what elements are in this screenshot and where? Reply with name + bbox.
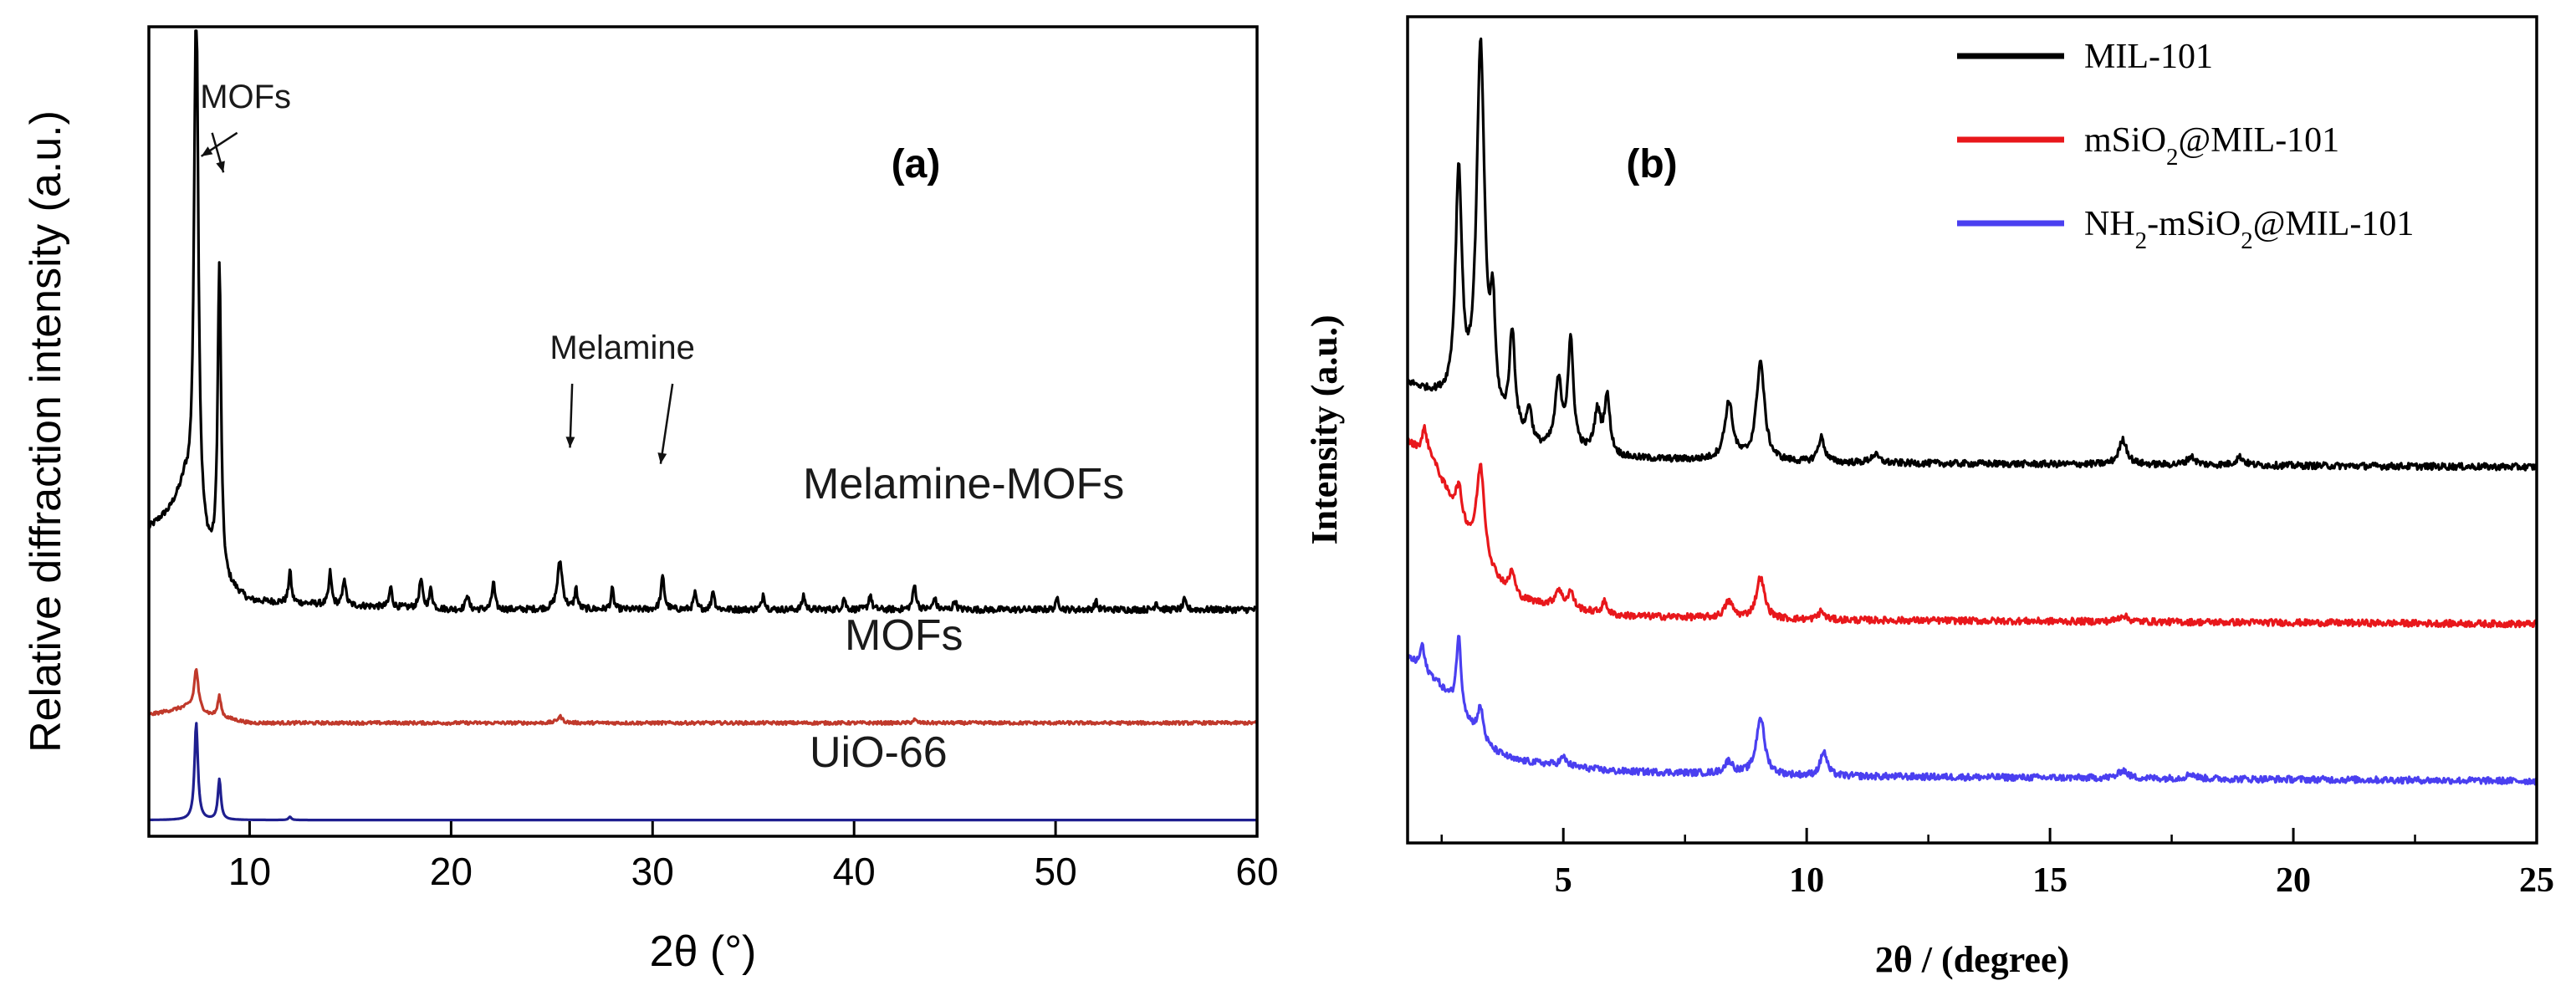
arrowhead — [657, 452, 667, 464]
arrowhead — [216, 161, 225, 173]
legend-label: MIL-101 — [2084, 38, 2213, 76]
curve-label: MOFs — [845, 611, 963, 660]
x-tick-label: 25 — [2519, 861, 2554, 900]
x-axis-label: 2θ / (degree) — [1875, 939, 2069, 980]
series-line-uio-66 — [148, 722, 1258, 822]
plot-frame — [147, 25, 1259, 838]
curve-label: UiO-66 — [810, 728, 948, 777]
panel-a: 10 20 30 40 50 60 2θ (°) Relative diffraction i… — [22, 25, 1279, 976]
x-tick-label: 40 — [833, 850, 876, 893]
panel-label: (a) — [892, 142, 941, 186]
annotation-arrow — [659, 383, 674, 464]
x-tick-label: 10 — [228, 850, 271, 893]
x-tick-label: 30 — [631, 850, 674, 893]
x-tick-label: 5 — [1555, 861, 1572, 900]
curve-label: Melamine-MOFs — [803, 460, 1124, 508]
series-line-msio2-mil-101 — [1406, 424, 2538, 629]
panel-label: (b) — [1626, 142, 1677, 186]
series-line-mofs — [147, 667, 1258, 726]
series-line-mil-101 — [1407, 37, 2538, 472]
x-tick-label: 10 — [1789, 861, 1824, 900]
annotation-label: MOFs — [200, 79, 291, 115]
series-line-melamine-mofs — [147, 29, 1258, 615]
x-tick-label: 20 — [2276, 861, 2311, 900]
legend: MIL-101 mSiO2@MIL-101 NH2-mSiO2@MIL-101 — [1957, 38, 2414, 254]
legend-label: mSiO2@MIL-101 — [2084, 121, 2339, 171]
y-axis-label: Intensity (a.u.) — [1304, 314, 1345, 544]
x-tick-label: 50 — [1035, 850, 1077, 893]
arrowhead — [201, 146, 213, 156]
x-tick-label: 15 — [2032, 861, 2067, 900]
y-axis-label: Relative diffraction intensity (a.u.) — [22, 110, 70, 753]
annotation-label: Melamine — [549, 329, 694, 366]
plot-frame — [1406, 15, 2538, 845]
legend-label: NH2-mSiO2@MIL-101 — [2084, 205, 2414, 254]
panel-b: 5 10 15 20 25 2θ / (degree) Intensity (a.u.) (b… — [1304, 15, 2554, 980]
series-line-nh2-msio2-mil-101 — [1406, 635, 2538, 786]
arrowhead — [565, 437, 575, 448]
x-axis-label: 2θ (°) — [650, 927, 757, 976]
x-tick-label: 20 — [430, 850, 473, 893]
x-tick-label: 60 — [1235, 850, 1278, 893]
